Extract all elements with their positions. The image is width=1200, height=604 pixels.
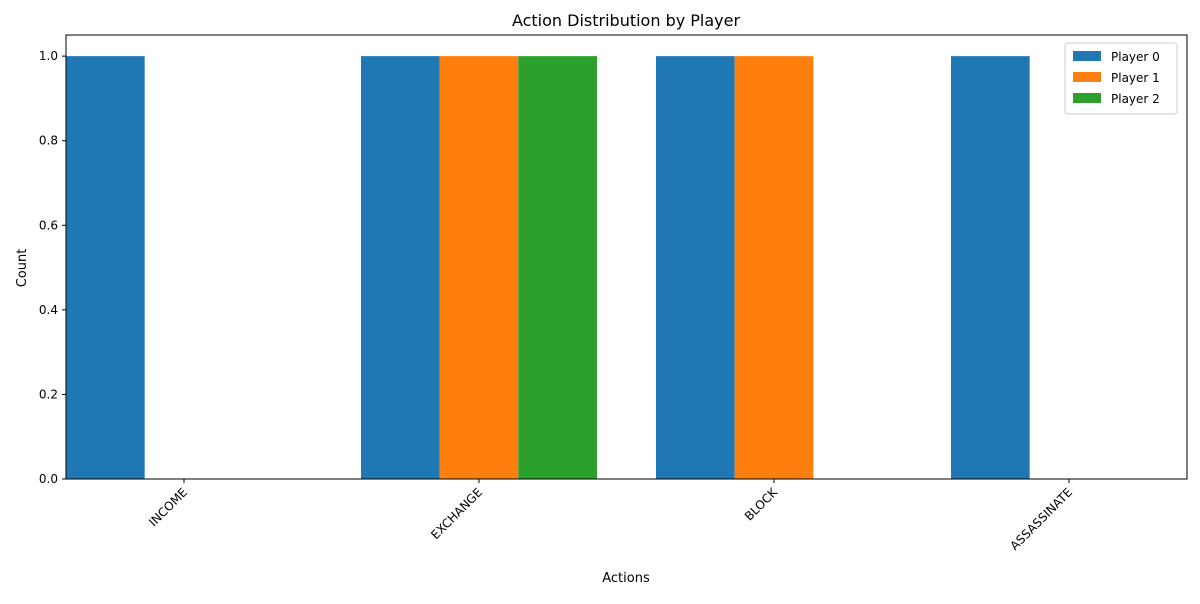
bar: [656, 56, 735, 480]
legend-swatch: [1073, 51, 1101, 61]
y-axis-label: Count: [15, 249, 30, 288]
y-axis-ticks: 0.0 0.2 0.4 0.6 0.8 1.0: [39, 49, 66, 486]
legend-swatch: [1073, 72, 1101, 82]
y-tick-label: 0.0: [39, 472, 58, 486]
plot-area: [65, 34, 1188, 480]
y-tick-label: 0.4: [39, 303, 58, 317]
chart-title: Action Distribution by Player: [512, 11, 741, 30]
bar: [66, 56, 145, 480]
bar: [951, 56, 1030, 480]
legend-label: Player 0: [1111, 50, 1160, 64]
bar: [439, 56, 519, 480]
legend: Player 0 Player 1 Player 2: [1064, 42, 1178, 115]
x-axis-label: Actions: [602, 571, 650, 586]
y-tick-label: 0.2: [39, 387, 58, 401]
bar: [361, 56, 440, 480]
legend-label: Player 2: [1111, 92, 1160, 106]
bar: [734, 56, 814, 480]
y-tick-label: 0.8: [39, 134, 58, 148]
legend-swatch: [1073, 93, 1101, 103]
legend-label: Player 1: [1111, 71, 1160, 85]
y-tick-label: 1.0: [39, 49, 58, 63]
plot-frame: [65, 34, 1188, 480]
y-tick-label: 0.6: [39, 218, 58, 232]
bar: [518, 56, 597, 480]
